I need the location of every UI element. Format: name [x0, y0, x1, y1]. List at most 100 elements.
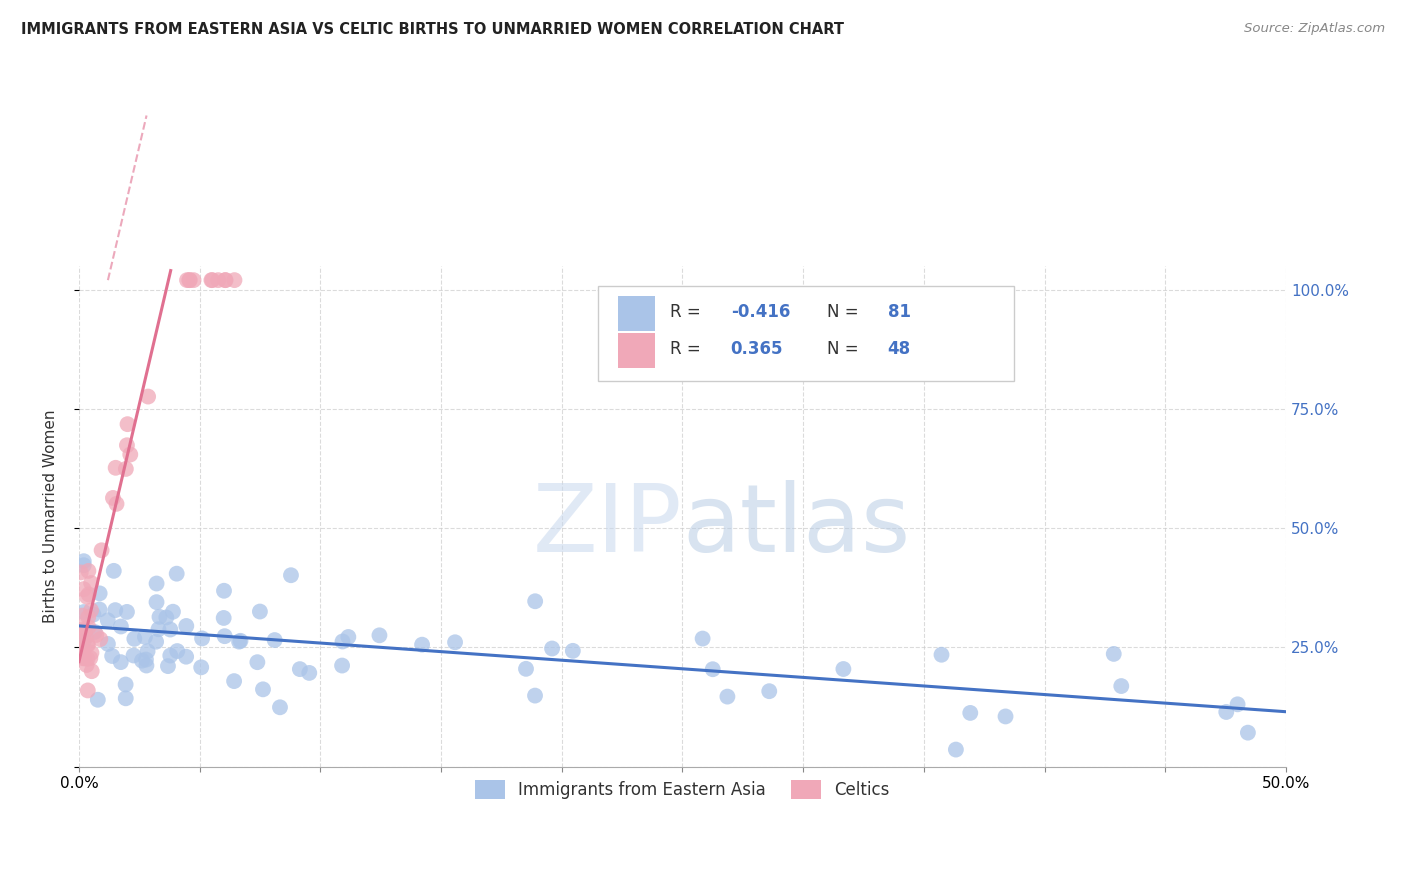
- Point: [166, 566, 188, 581]
- Point: [176, 273, 198, 287]
- Point: [228, 634, 250, 648]
- Point: [692, 632, 714, 646]
- Point: [1237, 725, 1260, 739]
- Point: [337, 630, 360, 644]
- Point: [104, 603, 127, 617]
- Point: [1215, 705, 1237, 719]
- Point: [179, 273, 201, 287]
- Point: [145, 634, 167, 648]
- Point: [73, 624, 96, 639]
- Point: [136, 390, 159, 404]
- Point: [83, 625, 105, 640]
- Text: R =: R =: [671, 341, 706, 359]
- FancyBboxPatch shape: [619, 296, 655, 331]
- Point: [70, 642, 93, 657]
- Point: [115, 438, 138, 452]
- Point: [207, 273, 229, 287]
- Point: [97, 613, 120, 627]
- Point: [229, 633, 252, 648]
- Point: [120, 448, 142, 462]
- Point: [97, 637, 120, 651]
- Point: [179, 273, 201, 287]
- Point: [77, 564, 100, 578]
- Point: [252, 682, 274, 697]
- Point: [1109, 679, 1132, 693]
- Point: [131, 654, 153, 668]
- Point: [176, 619, 198, 633]
- Point: [73, 558, 96, 573]
- Point: [246, 655, 269, 669]
- Point: [190, 660, 212, 674]
- Text: 81: 81: [887, 303, 911, 321]
- Point: [89, 632, 111, 646]
- Text: R =: R =: [671, 303, 706, 321]
- Point: [148, 610, 170, 624]
- Point: [201, 273, 224, 287]
- Point: [145, 595, 167, 609]
- Text: ZIP: ZIP: [533, 480, 682, 572]
- Point: [76, 637, 98, 651]
- Point: [191, 632, 214, 646]
- Point: [76, 658, 98, 673]
- Point: [72, 582, 94, 596]
- Point: [155, 610, 177, 624]
- Point: [73, 634, 96, 648]
- Point: [80, 646, 103, 660]
- Point: [174, 649, 197, 664]
- Text: N =: N =: [827, 303, 865, 321]
- Point: [1102, 647, 1125, 661]
- Point: [162, 605, 184, 619]
- Point: [159, 623, 181, 637]
- Point: [80, 664, 103, 678]
- Point: [69, 566, 91, 580]
- Point: [134, 630, 156, 644]
- Point: [249, 605, 271, 619]
- Point: [945, 742, 967, 756]
- Point: [212, 611, 235, 625]
- Point: [411, 638, 433, 652]
- Point: [72, 651, 94, 665]
- Point: [702, 662, 724, 676]
- Point: [1226, 698, 1249, 712]
- Point: [87, 692, 110, 706]
- Point: [90, 543, 112, 558]
- Y-axis label: Births to Unmarried Women: Births to Unmarried Women: [44, 409, 58, 623]
- Point: [561, 644, 583, 658]
- Point: [76, 683, 98, 698]
- Point: [716, 690, 738, 704]
- Point: [114, 691, 136, 706]
- Point: [73, 605, 96, 619]
- Point: [103, 564, 125, 578]
- Point: [183, 273, 205, 287]
- Point: [931, 648, 953, 662]
- Point: [77, 638, 100, 652]
- Point: [212, 583, 235, 598]
- Point: [70, 639, 93, 653]
- Point: [159, 648, 181, 663]
- Point: [214, 629, 236, 643]
- Point: [77, 587, 100, 601]
- Point: [298, 665, 321, 680]
- Text: atlas: atlas: [682, 480, 911, 572]
- Point: [124, 632, 146, 646]
- Point: [72, 608, 94, 623]
- Point: [104, 460, 127, 475]
- Point: [105, 497, 128, 511]
- Point: [959, 706, 981, 720]
- Point: [224, 674, 246, 689]
- Point: [101, 648, 124, 663]
- Point: [122, 648, 145, 663]
- Point: [214, 273, 236, 287]
- Point: [77, 620, 100, 634]
- Point: [135, 652, 157, 666]
- Point: [79, 651, 101, 665]
- Point: [832, 662, 855, 676]
- Point: [82, 607, 104, 622]
- Text: 0.365: 0.365: [731, 341, 783, 359]
- Point: [280, 568, 302, 582]
- Point: [70, 623, 93, 637]
- Point: [115, 605, 138, 619]
- Point: [73, 651, 96, 665]
- Point: [80, 603, 103, 617]
- Point: [114, 462, 136, 476]
